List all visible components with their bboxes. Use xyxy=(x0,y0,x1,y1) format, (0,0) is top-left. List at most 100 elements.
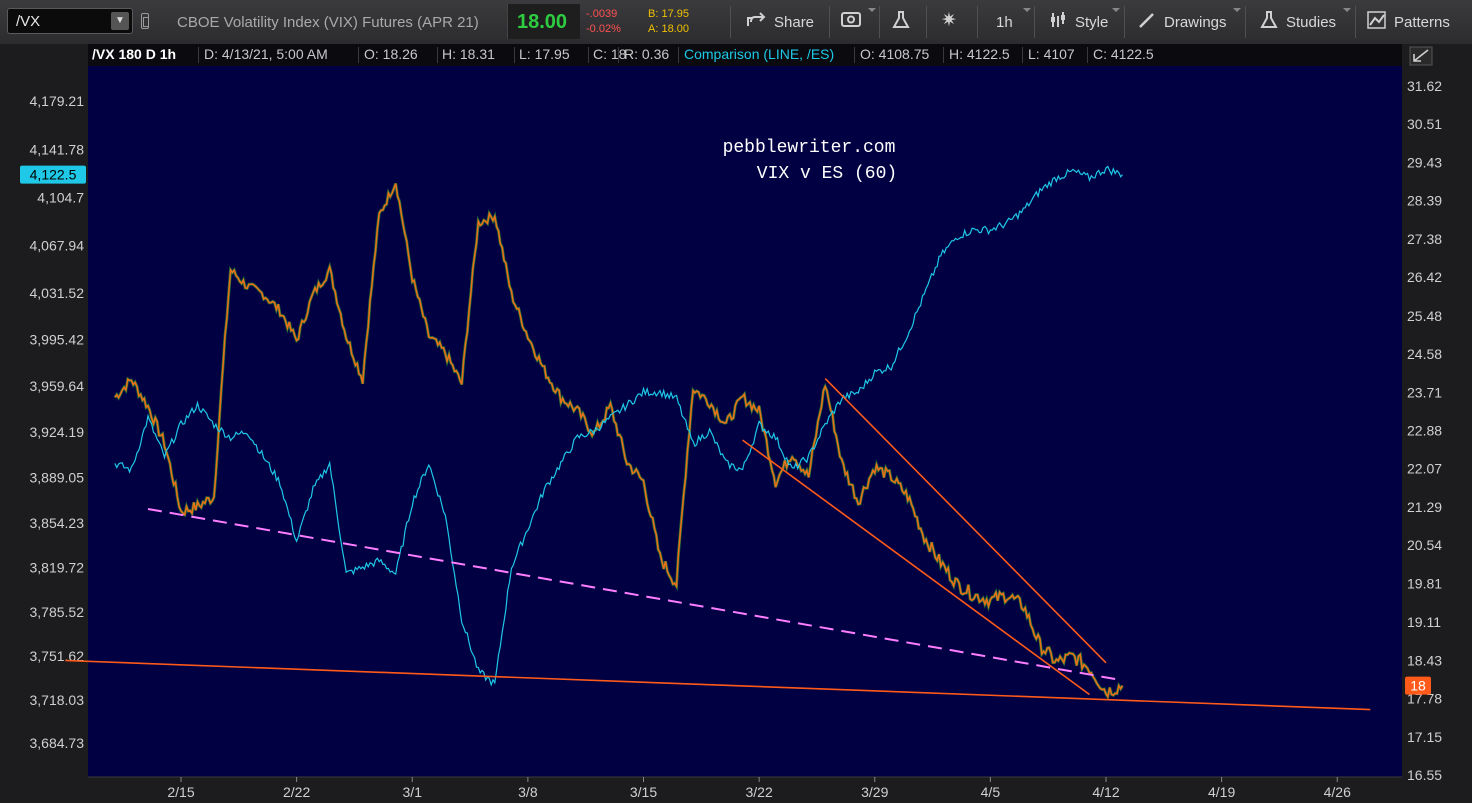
right-axis-tick-label: 29.43 xyxy=(1407,154,1442,170)
bar-close: C: 18 xyxy=(593,46,627,62)
style-icon[interactable] xyxy=(1048,10,1068,35)
series-layer xyxy=(113,165,1124,701)
trendline-layer[interactable] xyxy=(65,378,1371,711)
bar-open: O: 18.26 xyxy=(364,46,418,62)
toolbar-divider xyxy=(926,6,927,38)
right-axis-tick-label: 22.88 xyxy=(1407,422,1442,438)
change-percent: -0.02% xyxy=(586,23,621,35)
left-axis-tick-label: 3,684.73 xyxy=(30,735,85,751)
toolbar: /VX ▼ CBOE Volatility Index (VIX) Future… xyxy=(0,0,1472,45)
right-axis-tick-label: 19.11 xyxy=(1407,614,1441,630)
price-markers: 4,122.5 18 xyxy=(20,165,1431,695)
right-price-axis[interactable]: 31.62 30.51 29.43 28.39 27.38 26.42 25.48 24.58… xyxy=(1407,78,1442,783)
toolbar-divider xyxy=(829,6,830,38)
x-axis-tick-label: 3/1 xyxy=(403,784,423,800)
x-axis-tick-label: 2/22 xyxy=(283,784,310,800)
es-last-price-marker xyxy=(20,165,86,184)
toolbar-divider xyxy=(879,6,880,38)
bid-ask: B: 17.95 A: 18.00 xyxy=(648,7,689,37)
x-axis-tick-label: 3/8 xyxy=(518,784,538,800)
trendline-channel-upper[interactable] xyxy=(824,378,1107,664)
info-divider xyxy=(437,47,438,63)
caret-icon xyxy=(1112,8,1120,12)
info-divider xyxy=(588,47,589,63)
symbol-input[interactable]: /VX ▼ xyxy=(7,8,133,34)
interval-button[interactable]: 1h xyxy=(996,14,1013,31)
es-last-price-label: 4,122.5 xyxy=(30,167,77,183)
trendline-dashed-support[interactable] xyxy=(147,507,1123,682)
style-button[interactable]: Style xyxy=(1075,14,1109,31)
symbol-text: /VX xyxy=(16,13,41,30)
bar-date: D: 4/13/21, 5:00 AM xyxy=(204,46,328,62)
chevron-down-icon[interactable]: ▼ xyxy=(111,12,129,30)
studies-icon[interactable] xyxy=(1259,10,1279,35)
right-axis-tick-label: 28.39 xyxy=(1407,193,1442,209)
screenshot-icon[interactable] xyxy=(841,10,863,33)
flask-icon[interactable] xyxy=(891,10,911,35)
info-divider xyxy=(1022,47,1023,63)
x-axis-tick-label: 4/26 xyxy=(1324,784,1351,800)
toolbar-divider xyxy=(977,6,978,38)
toolbar-divider xyxy=(1034,6,1035,38)
left-axis-tick-label: 3,889.05 xyxy=(30,470,85,486)
plot-area[interactable] xyxy=(88,66,1402,777)
right-axis-tick-label: 17.15 xyxy=(1407,729,1442,745)
link-icon[interactable] xyxy=(141,13,149,29)
left-price-axis[interactable]: 4,179.21 4,141.78 4,104.7 4,067.94 4,031.52 3… xyxy=(30,93,85,751)
left-axis-tick-label: 4,031.52 xyxy=(30,285,85,301)
caret-icon xyxy=(1233,8,1241,12)
right-axis-tick-label: 25.48 xyxy=(1407,308,1442,324)
pencil-icon[interactable] xyxy=(1137,10,1157,35)
price-chart[interactable]: 4,179.21 4,141.78 4,104.7 4,067.94 4,031.52 3… xyxy=(0,44,1472,803)
left-axis-tick-label: 3,718.03 xyxy=(30,692,85,708)
x-axis-tick-label: 3/22 xyxy=(746,784,773,800)
info-divider xyxy=(514,47,515,63)
patterns-button[interactable]: Patterns xyxy=(1394,14,1450,31)
right-axis-tick-label: 31.62 xyxy=(1407,78,1442,94)
instrument-description: CBOE Volatility Index (VIX) Futures (APR… xyxy=(177,14,479,31)
ask-value: A: 18.00 xyxy=(648,23,689,35)
info-divider xyxy=(618,47,619,63)
change-value: -.0039 xyxy=(586,8,618,20)
left-axis-tick-label: 3,924.19 xyxy=(30,424,85,440)
trendline-channel-lower[interactable] xyxy=(742,439,1090,696)
drawings-button[interactable]: Drawings xyxy=(1164,14,1227,31)
left-axis-tick-label: 3,785.52 xyxy=(30,604,85,620)
right-axis-tick-label: 21.29 xyxy=(1407,499,1442,515)
vx-last-price-label: 18 xyxy=(1410,678,1426,694)
share-icon[interactable] xyxy=(746,10,766,33)
bar-range: R: 0.36 xyxy=(624,46,670,62)
time-axis[interactable]: 2/15 2/22 3/1 3/8 3/15 3/22 3/29 4/5 4/12 4/19 4/2… xyxy=(167,777,1351,800)
right-axis-tick-label: 27.38 xyxy=(1407,231,1442,247)
bar-high: H: 18.31 xyxy=(442,46,495,62)
right-axis-tick-label: 24.58 xyxy=(1407,346,1442,362)
info-divider xyxy=(854,47,855,63)
x-axis-tick-label: 3/15 xyxy=(630,784,657,800)
es-comparison-line xyxy=(114,165,1123,687)
caret-icon xyxy=(1343,8,1351,12)
right-axis-tick-label: 22.07 xyxy=(1407,461,1442,477)
trendline-long-support[interactable] xyxy=(65,659,1371,711)
left-axis-tick-label: 4,104.7 xyxy=(37,190,84,206)
x-axis-tick-label: 4/5 xyxy=(981,784,1001,800)
gear-icon[interactable]: ✷ xyxy=(941,10,957,31)
share-button[interactable]: Share xyxy=(774,14,815,31)
toolbar-divider xyxy=(1124,6,1125,38)
patterns-icon[interactable] xyxy=(1367,10,1387,35)
x-axis-tick-label: 4/12 xyxy=(1092,784,1119,800)
right-axis-tick-label: 19.81 xyxy=(1407,576,1442,592)
left-axis-tick-label: 3,959.64 xyxy=(30,378,85,394)
comparison-low: L: 4107 xyxy=(1028,46,1075,62)
right-axis-tick-label: 23.71 xyxy=(1407,384,1442,400)
left-axis-tick-label: 4,067.94 xyxy=(30,237,85,253)
info-divider xyxy=(943,47,944,63)
left-axis-tick-label: 3,995.42 xyxy=(30,332,85,348)
info-divider xyxy=(1087,47,1088,63)
studies-button[interactable]: Studies xyxy=(1286,14,1337,31)
comparison-open: O: 4108.75 xyxy=(860,46,930,62)
right-axis-tick-label: 26.42 xyxy=(1407,269,1442,285)
net-change: -.0039 -0.02% xyxy=(586,7,621,37)
right-axis-tick-label: 20.54 xyxy=(1407,537,1442,553)
right-axis-tick-label: 16.55 xyxy=(1407,767,1442,783)
expand-icon[interactable] xyxy=(1409,46,1433,66)
